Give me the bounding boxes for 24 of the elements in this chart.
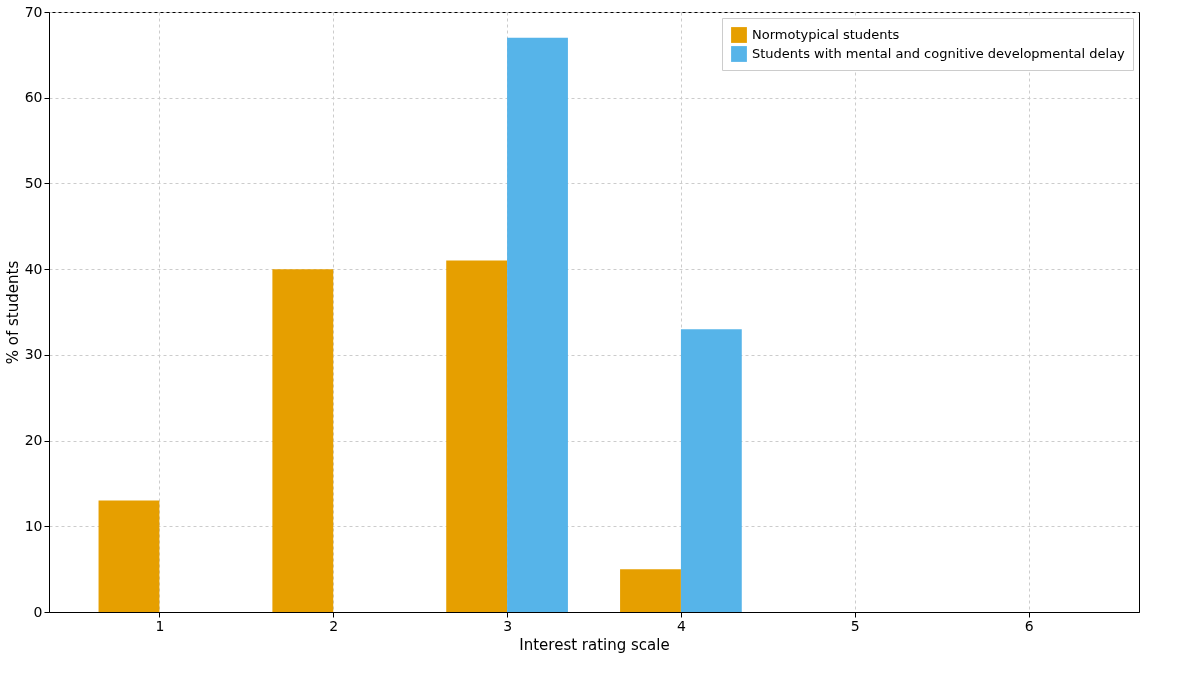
bar — [272, 269, 334, 612]
x-tick-label: 1 — [155, 617, 165, 634]
legend-label: Normotypical students — [752, 27, 900, 42]
y-tick-label: 50 — [24, 174, 43, 191]
y-tick-label: 60 — [24, 89, 43, 106]
y-axis-title: % of students — [3, 260, 22, 365]
bar — [446, 260, 508, 612]
bar — [507, 37, 568, 612]
y-tick-label: 10 — [24, 517, 43, 534]
x-tick-label: 2 — [329, 617, 339, 634]
x-tick-label: 3 — [503, 617, 513, 634]
x-tick-label: 6 — [1024, 617, 1034, 634]
bar — [98, 500, 160, 612]
x-tick-label: 5 — [850, 617, 860, 634]
y-tick-label: 70 — [24, 3, 43, 20]
bar — [620, 569, 681, 612]
y-tick-label: 0 — [33, 603, 43, 620]
y-tick-label: 30 — [24, 346, 43, 363]
x-tick-label: 4 — [676, 617, 686, 634]
y-tick-label: 40 — [24, 260, 43, 277]
legend-label: Students with mental and cognitive developmental delay — [752, 46, 1126, 61]
y-tick-label: 20 — [24, 432, 43, 449]
x-axis-title: Interest rating scale — [519, 635, 670, 654]
bar — [680, 329, 742, 612]
